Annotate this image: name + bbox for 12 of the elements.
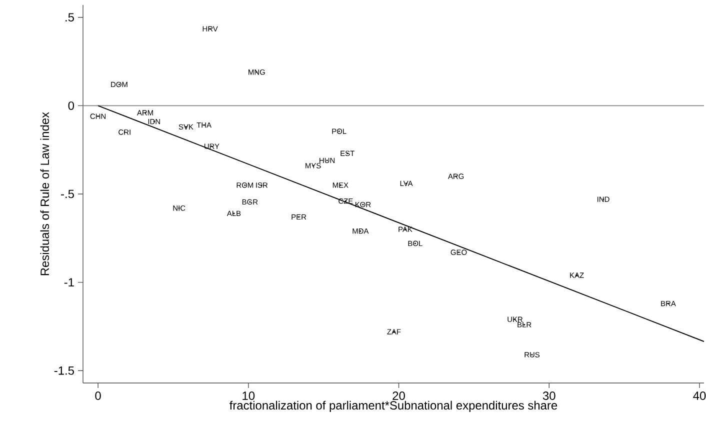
y-tick-label: .5	[66, 13, 74, 22]
y-axis-title: Residuals of Rule of Law index	[40, 112, 50, 276]
x-tick-label: 40	[693, 392, 706, 400]
y-tick-label: -.5	[61, 190, 74, 198]
y-tick-label: -1.5	[54, 366, 74, 375]
y-tick-label: 0	[68, 101, 74, 110]
x-tick-label: 10	[242, 392, 255, 400]
x-tick-label: 0	[95, 392, 101, 400]
x-tick-label: 30	[542, 392, 556, 400]
x-axis-title: fractionalization of parliament*Subnational expenditures share	[230, 400, 558, 412]
x-tick-label: 20	[392, 392, 405, 400]
y-tick-label: -1	[64, 278, 74, 286]
